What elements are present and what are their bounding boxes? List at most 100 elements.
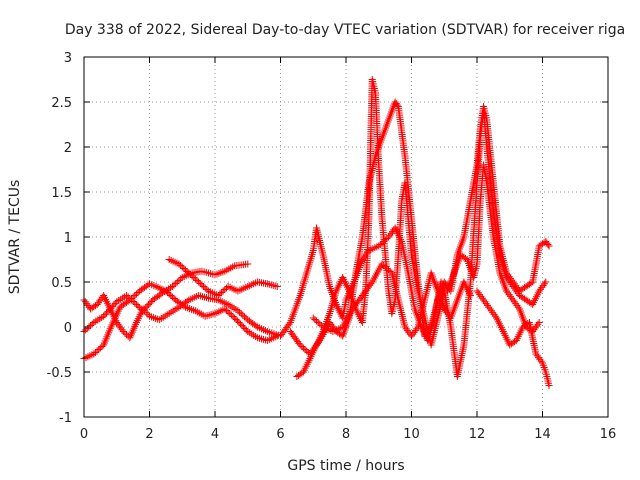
- y-tick-label: 1: [64, 231, 72, 246]
- x-tick-label: 6: [276, 427, 284, 442]
- data-point: [426, 325, 434, 333]
- data-point: [502, 269, 510, 277]
- data-point: [505, 273, 513, 281]
- y-tick-label: 2.5: [51, 96, 72, 111]
- data-point: [231, 314, 239, 322]
- data-point: [316, 320, 324, 328]
- data-point: [91, 349, 99, 356]
- data-point: [537, 357, 545, 365]
- data-point: [126, 296, 134, 304]
- data-point: [514, 303, 522, 311]
- data-point: [542, 278, 550, 286]
- data-point: [180, 265, 188, 272]
- data-point: [132, 290, 140, 298]
- data-point: [164, 289, 172, 296]
- data-point: [91, 302, 99, 310]
- data-point: [94, 299, 102, 307]
- data-point: [235, 319, 243, 326]
- data-point: [509, 296, 517, 304]
- data-point: [466, 292, 474, 299]
- data-point: [168, 293, 176, 301]
- data-point: [402, 325, 410, 333]
- data-point: [183, 297, 191, 305]
- data-point: [201, 284, 209, 292]
- data-point: [229, 313, 237, 320]
- data-point: [444, 283, 452, 291]
- data-point: [134, 302, 142, 310]
- data-point: [483, 301, 491, 309]
- data-point: [183, 268, 191, 275]
- data-point: [117, 324, 125, 332]
- data-point: [142, 309, 150, 317]
- data-point: [401, 323, 409, 331]
- data-point: [299, 344, 307, 352]
- data-point: [214, 292, 222, 299]
- data-point: [443, 282, 451, 290]
- data-point: [443, 309, 451, 317]
- data-point: [221, 305, 229, 313]
- data-point: [123, 331, 131, 339]
- data-point: [234, 317, 242, 325]
- data-point: [545, 242, 553, 250]
- data-point: [177, 262, 185, 269]
- data-point: [313, 317, 321, 325]
- data-point: [383, 235, 391, 242]
- data-point: [285, 320, 293, 328]
- data-point: [328, 322, 336, 330]
- data-point: [234, 307, 242, 315]
- data-point: [510, 298, 518, 306]
- data-point: [222, 307, 230, 314]
- data-point: [425, 327, 433, 335]
- data-point: [504, 289, 512, 297]
- y-axis-label: SDTVAR / TECUs: [7, 180, 23, 295]
- data-point: [545, 382, 553, 389]
- y-tick-label: -1: [59, 411, 72, 426]
- data-point: [90, 350, 98, 358]
- data-point: [504, 271, 512, 279]
- series-track-b: [80, 280, 281, 362]
- data-point: [502, 287, 510, 295]
- data-point: [404, 327, 412, 335]
- data-point: [539, 282, 547, 290]
- data-point: [175, 260, 183, 268]
- data-point: [252, 322, 260, 330]
- data-point: [239, 311, 247, 319]
- data-point: [491, 312, 499, 320]
- data-point: [221, 286, 229, 293]
- x-tick-label: 12: [469, 427, 486, 442]
- data-point: [298, 343, 306, 350]
- data-point: [238, 322, 246, 329]
- x-tick-label: 8: [342, 427, 350, 442]
- data-point: [512, 300, 520, 308]
- data-point: [83, 325, 91, 332]
- data-point: [326, 319, 334, 326]
- data-point: [480, 296, 488, 304]
- data-point: [203, 286, 211, 293]
- data-point: [162, 287, 170, 295]
- data-point: [236, 320, 244, 328]
- data-point: [200, 283, 208, 290]
- data-point: [481, 298, 489, 306]
- data-point: [505, 291, 513, 299]
- data-point: [476, 291, 484, 299]
- data-point: [440, 305, 448, 313]
- data-point: [170, 281, 178, 289]
- data-point: [408, 332, 415, 340]
- data-point: [239, 323, 247, 331]
- data-point: [506, 274, 514, 282]
- data-point: [177, 275, 185, 283]
- x-tick-label: 2: [145, 427, 153, 442]
- data-point: [178, 263, 186, 271]
- data-point: [409, 330, 417, 338]
- data-point: [84, 301, 92, 309]
- data-point: [485, 303, 493, 311]
- data-point: [508, 294, 516, 302]
- data-point: [489, 309, 497, 317]
- data-point: [87, 322, 95, 329]
- y-tick-labels: -1 -0.5 0 0.5 1 1.5 2 2.5 3: [47, 51, 72, 426]
- data-point: [478, 294, 486, 302]
- data-point: [81, 298, 89, 306]
- data-point: [381, 236, 389, 244]
- data-point: [535, 319, 543, 326]
- data-point: [118, 326, 126, 334]
